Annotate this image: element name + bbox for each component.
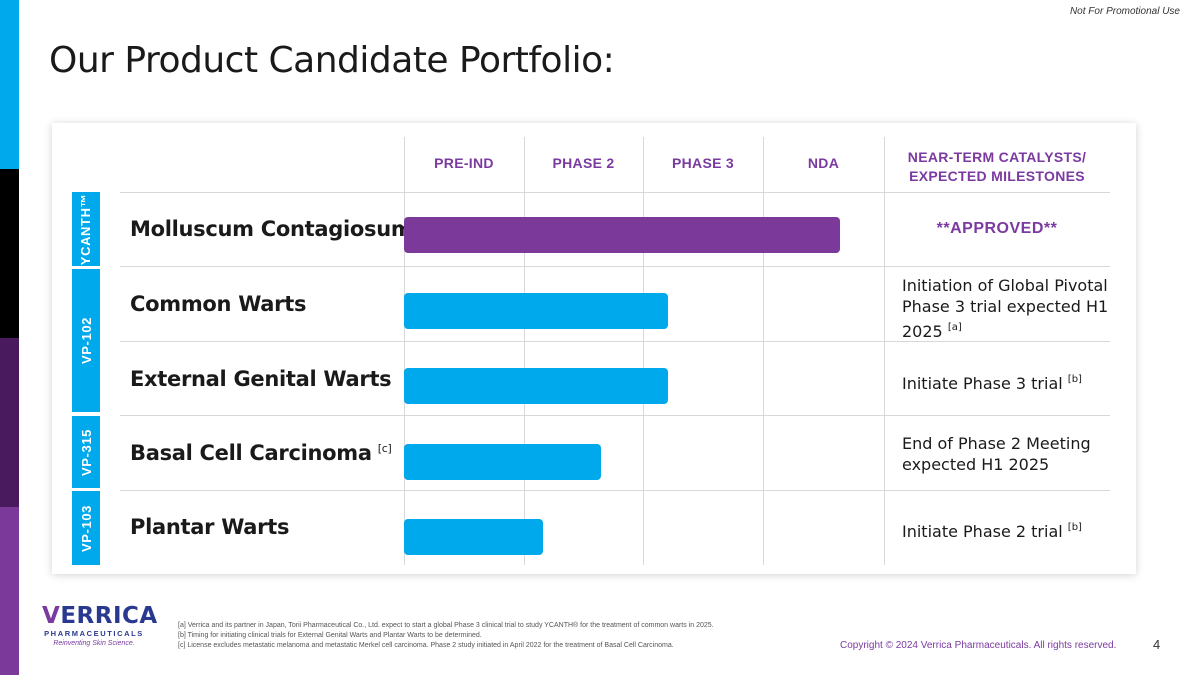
- row-divider: [120, 490, 1110, 491]
- row-divider: [120, 266, 1110, 267]
- indication-basal-cell-carcinoma: Basal Cell Carcinoma [c]: [130, 441, 392, 465]
- product-label-text: VP-103: [78, 504, 94, 552]
- footnotes: [a] Verrica and its partner in Japan, To…: [178, 621, 714, 651]
- product-label-vp-103: VP-103: [72, 491, 100, 565]
- column-header-nda: NDA: [807, 155, 840, 171]
- logo-subtitle: PHARMACEUTICALS: [44, 629, 144, 638]
- left-stripe-dark-purple: [0, 338, 19, 507]
- promo-note: Not For Promotional Use: [1069, 6, 1180, 17]
- column-header-catalysts-line1: NEAR-TERM CATALYSTS/: [907, 149, 1087, 165]
- column-header-phase-3: PHASE 3: [671, 155, 734, 171]
- product-label-text: VP-102: [78, 317, 94, 364]
- milestone-basal-cell-carcinoma: End of Phase 2 Meeting expected H1 2025: [902, 434, 1091, 474]
- indication-molluscum: Molluscum Contagiosum: [130, 217, 413, 241]
- progress-bar-external-genital-warts: [404, 368, 668, 404]
- grid-line: [524, 137, 525, 565]
- product-label-vp-102: VP-102: [72, 269, 100, 412]
- progress-bar-plantar-warts: [404, 519, 543, 555]
- column-header-catalysts: NEAR-TERM CATALYSTS/ EXPECTED MILESTONES: [884, 148, 1110, 184]
- product-label-ycanth: YCANTH™: [72, 192, 100, 266]
- verrica-logo: VERRICA PHARMACEUTICALS Reinventing Skin…: [42, 603, 158, 647]
- grid-line: [763, 137, 764, 565]
- footnote-ref-b: [b]: [1067, 522, 1082, 533]
- logo-tagline: Reinventing Skin Science.: [53, 640, 135, 647]
- left-stripe-blue: [0, 0, 19, 169]
- column-header-phase-2: PHASE 2: [552, 155, 615, 171]
- row-divider: [120, 341, 1110, 342]
- indication-common-warts: Common Warts: [130, 292, 307, 316]
- footnote-b: [b] Timing for initiating clinical trial…: [178, 632, 482, 639]
- column-header-pre-ind: PRE-IND: [434, 155, 494, 171]
- milestone-external-genital-warts: Initiate Phase 3 trial [b]: [902, 374, 1082, 393]
- left-stripe-purple: [0, 507, 19, 675]
- progress-bar-molluscum: [404, 217, 840, 253]
- product-label-text: YCANTH™: [78, 193, 94, 265]
- product-label-vp-315: VP-315: [72, 416, 100, 488]
- progress-bar-basal-cell-carcinoma: [404, 444, 601, 480]
- product-label-text: VP-315: [78, 428, 94, 476]
- milestone-approved: **APPROVED**: [936, 220, 1058, 237]
- footnote-ref-a: [a]: [947, 322, 962, 333]
- indication-plantar-warts: Plantar Warts: [130, 515, 290, 539]
- footnote-ref-b: [b]: [1067, 374, 1082, 385]
- footnote-c: [c] License excludes metastatic melanoma…: [178, 642, 674, 649]
- grid-line: [884, 137, 885, 565]
- footnote-a: [a] Verrica and its partner in Japan, To…: [178, 622, 714, 629]
- progress-bar-common-warts: [404, 293, 668, 329]
- indication-external-genital-warts: External Genital Warts: [130, 367, 392, 391]
- page-number: 4: [1153, 637, 1161, 652]
- footnote-ref-c: [c]: [377, 442, 392, 455]
- grid-line: [404, 137, 405, 565]
- logo-wordmark: VERRICA: [42, 603, 158, 629]
- milestone-plantar-warts: Initiate Phase 2 trial [b]: [902, 522, 1082, 541]
- row-divider: [120, 192, 1110, 193]
- column-header-catalysts-line2: EXPECTED MILESTONES: [909, 168, 1085, 184]
- milestone-common-warts: Initiation of Global Pivotal Phase 3 tri…: [902, 276, 1109, 341]
- portfolio-card: [52, 123, 1136, 574]
- page-title: Our Product Candidate Portfolio:: [49, 40, 615, 81]
- copyright: Copyright © 2024 Verrica Pharmaceuticals…: [840, 640, 1117, 651]
- row-divider: [120, 415, 1110, 416]
- grid-line: [643, 137, 644, 565]
- left-stripe-black: [0, 169, 19, 338]
